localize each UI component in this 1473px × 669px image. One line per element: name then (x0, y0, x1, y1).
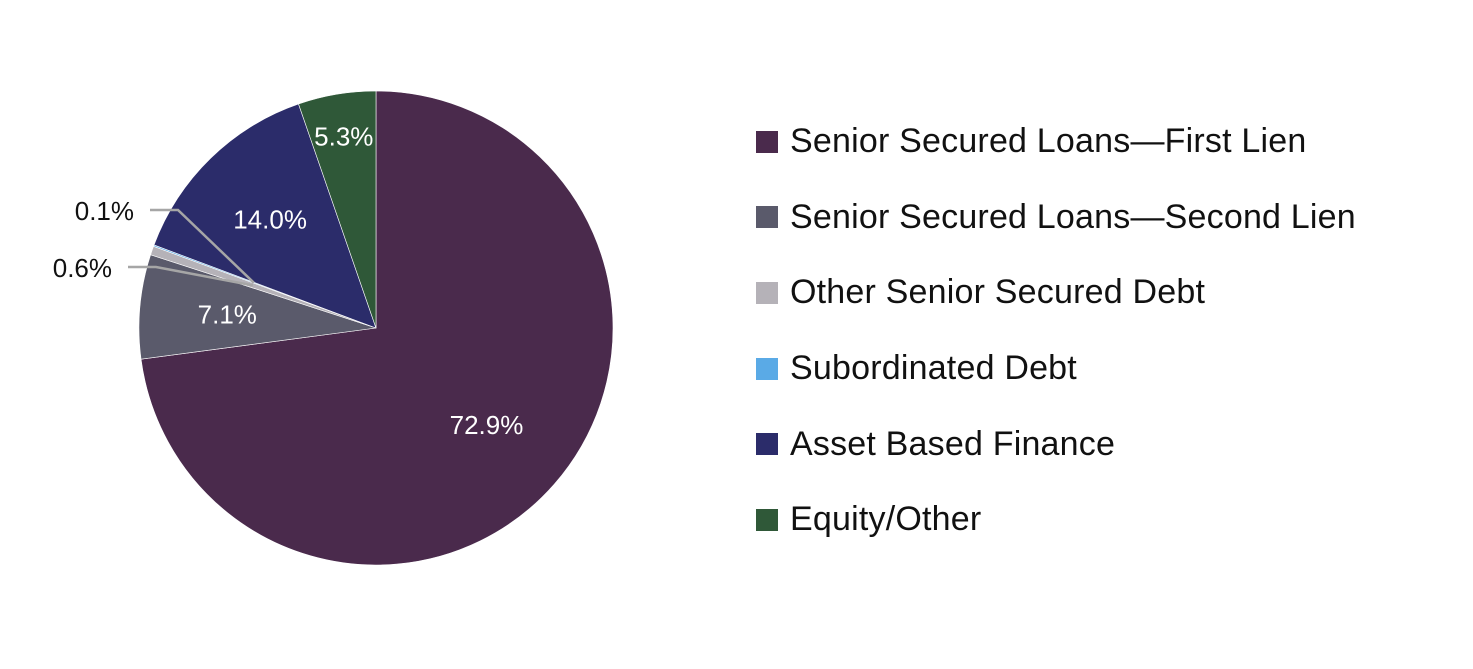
legend-label: Equity/Other (790, 500, 982, 539)
pie-slice-senior-secured-loans-first-lien (140, 90, 614, 566)
pie-chart: 72.9% 7.1% 0.6% 0.1% 14.0% 5.3% (53, 90, 614, 566)
legend-item: Asset Based Finance (756, 406, 1356, 482)
legend-item: Senior Secured Loans—Second Lien (756, 180, 1356, 256)
data-labels: 72.9% 7.1% 0.6% 0.1% 14.0% 5.3% (53, 121, 524, 440)
leader-line-subordinated-debt (150, 208, 255, 284)
data-label-subordinated-debt: 0.1% (75, 196, 134, 226)
legend-item: Equity/Other (756, 482, 1356, 558)
leader-lines (128, 208, 255, 287)
data-label-equity-other: 5.3% (314, 121, 373, 151)
legend-swatch-other-senior-secured-debt (756, 281, 778, 304)
data-label-senior-secured-loans-second-lien: 7.1% (198, 299, 257, 329)
data-label-senior-secured-loans-first-lien: 72.9% (450, 410, 524, 440)
legend-swatch-subordinated-debt (756, 357, 778, 380)
legend-item: Subordinated Debt (756, 331, 1356, 407)
pie-slice-equity-other (298, 90, 377, 329)
legend-label: Senior Secured Loans—First Lien (790, 122, 1307, 161)
legend-swatch-equity-other (756, 508, 778, 531)
legend-swatch-senior-secured-second-lien (756, 206, 778, 229)
legend-label: Subordinated Debt (790, 349, 1077, 388)
pie-slice-senior-secured-loans-second-lien (138, 254, 377, 360)
data-label-asset-based-finance: 14.0% (233, 204, 307, 234)
data-label-other-senior-secured-debt: 0.6% (53, 253, 112, 283)
pie-slices (138, 90, 614, 566)
legend-label: Senior Secured Loans—Second Lien (790, 197, 1356, 236)
leader-line-other-senior-secured-debt (128, 265, 254, 287)
pie-slice-asset-based-finance (153, 103, 377, 329)
legend-item: Other Senior Secured Debt (756, 255, 1356, 331)
legend-swatch-asset-based-finance (756, 433, 778, 456)
legend-item: Senior Secured Loans—First Lien (756, 104, 1356, 180)
legend: Senior Secured Loans—First Lien Senior S… (756, 104, 1356, 558)
legend-label: Asset Based Finance (790, 424, 1116, 463)
legend-swatch-senior-secured-first-lien (756, 130, 778, 153)
legend-label: Other Senior Secured Debt (790, 273, 1206, 312)
